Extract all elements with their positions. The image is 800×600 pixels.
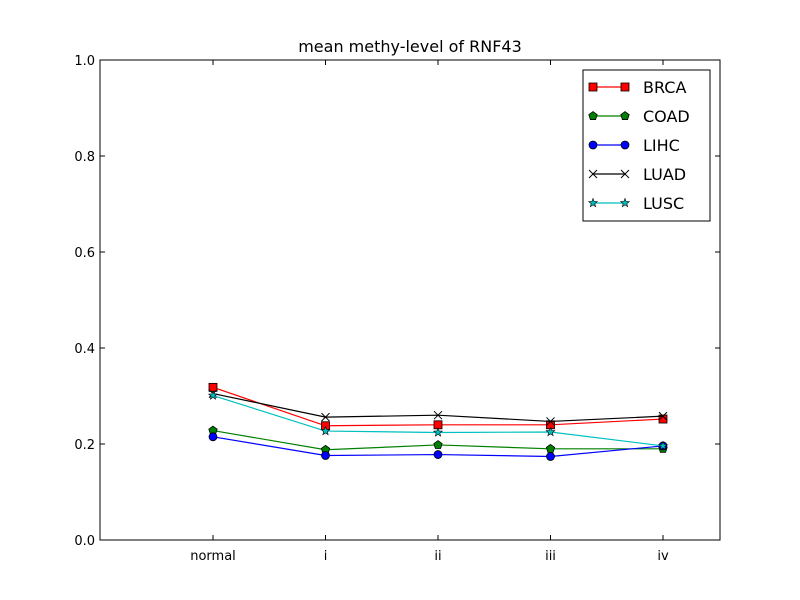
legend-item: LIHC	[588, 136, 680, 155]
x-tick-label: ii	[434, 549, 441, 564]
legend-label: LIHC	[643, 136, 680, 155]
data-point	[545, 426, 556, 437]
data-point	[546, 452, 555, 461]
series-line	[212, 386, 664, 427]
data-point	[321, 412, 330, 422]
legend-marker	[588, 140, 598, 150]
legend-marker	[620, 82, 630, 92]
legend-item: LUSC	[587, 194, 684, 213]
y-tick-label: 1.0	[74, 54, 95, 69]
y-tick-label: 0.6	[74, 246, 95, 261]
legend-marker	[620, 111, 630, 120]
x-tick-label: iv	[657, 549, 669, 564]
series-luad	[208, 389, 668, 426]
data-point	[433, 410, 443, 420]
legend-label: LUAD	[643, 165, 686, 184]
x-tick-label: i	[324, 549, 328, 564]
plot-frame	[99, 59, 721, 541]
y-tick-label: 0.8	[74, 150, 95, 165]
legend-marker	[620, 140, 630, 150]
data-point	[433, 440, 443, 449]
data-point	[432, 427, 444, 437]
y-tick-label: 0.0	[74, 534, 95, 549]
legend-item: LUAD	[588, 165, 686, 184]
series-brca	[208, 382, 668, 431]
data-point	[321, 451, 330, 460]
legend-marker	[619, 197, 631, 208]
data-point	[208, 432, 218, 442]
data-point	[658, 411, 668, 421]
chart-title: mean methy-level of RNF43	[298, 37, 522, 56]
data-point	[545, 443, 556, 453]
legend-marker	[587, 197, 599, 208]
legend: BRCA COAD LIHC LUAD LUSC	[582, 69, 711, 222]
legend-marker	[588, 82, 598, 92]
data-point	[657, 440, 669, 451]
data-point	[546, 417, 555, 426]
y-tick-label: 0.4	[74, 342, 95, 357]
legend-marker	[588, 111, 598, 120]
data-point	[433, 450, 443, 459]
data-point	[207, 390, 219, 400]
data-point	[320, 425, 331, 436]
legend-marker	[620, 169, 630, 179]
y-tick-label: 0.2	[74, 438, 95, 453]
data-point	[658, 414, 668, 424]
legend-item: BRCA	[588, 78, 686, 97]
legend-label: BRCA	[643, 78, 686, 97]
series-lusc	[207, 390, 669, 451]
x-tick-label: normal	[190, 549, 236, 564]
legend-marker	[588, 169, 598, 179]
x-tick-label: iii	[545, 549, 556, 564]
legend-label: COAD	[643, 107, 690, 126]
legend-item: COAD	[588, 107, 690, 126]
legend-label: LUSC	[643, 194, 684, 213]
